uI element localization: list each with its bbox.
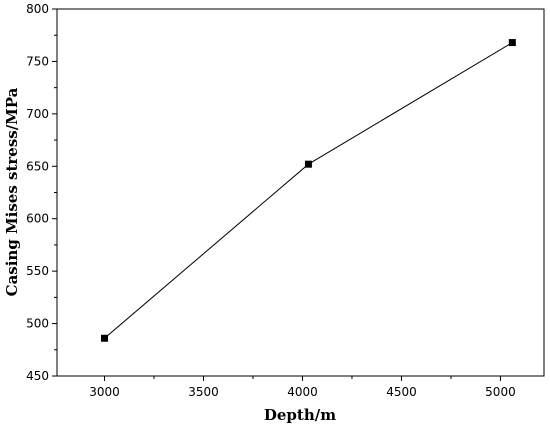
plot-frame [56, 8, 545, 377]
y-tick-label: 700 [26, 107, 49, 121]
y-tick-label: 650 [26, 159, 49, 173]
y-tick-label: 450 [26, 369, 49, 383]
series-line [104, 42, 513, 339]
x-tick-label: 3000 [89, 385, 120, 399]
x-tick-label: 5000 [485, 385, 516, 399]
y-axis-ticks: 450 500 550 600 650 700 750 800 [26, 2, 57, 383]
x-axis-ticks: 3000 3500 4000 4500 5000 [89, 376, 516, 399]
y-axis-title: Casing Mises stress/MPa [3, 87, 21, 296]
x-tick-label: 3500 [188, 385, 219, 399]
data-point-marker [304, 160, 312, 168]
x-tick-label: 4000 [287, 385, 318, 399]
data-point-marker [508, 39, 516, 47]
x-axis-title: Depth/m [264, 406, 336, 424]
series-layer [101, 39, 516, 342]
y-tick-label: 600 [26, 212, 49, 226]
y-tick-label: 750 [26, 54, 49, 68]
data-point-marker [101, 334, 109, 342]
x-tick-label: 4500 [386, 385, 417, 399]
y-tick-label: 500 [26, 317, 49, 331]
y-tick-label: 550 [26, 264, 49, 278]
y-tick-label: 800 [26, 2, 49, 16]
